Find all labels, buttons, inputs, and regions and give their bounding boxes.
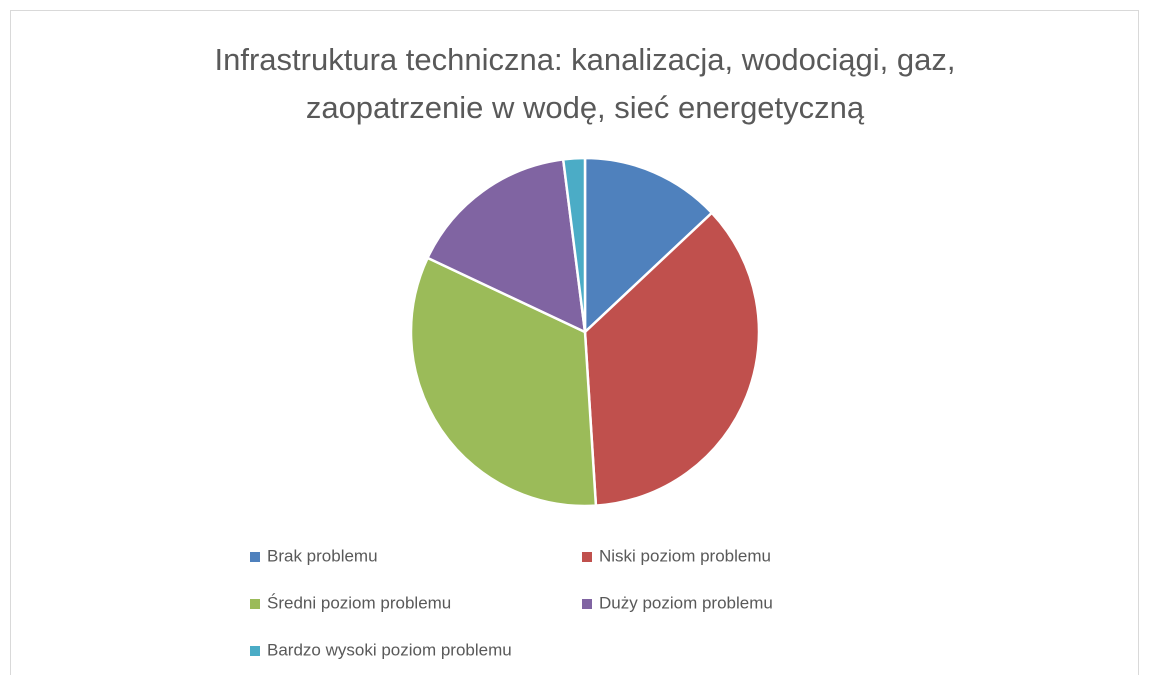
legend-swatch [582,552,592,562]
legend-swatch [582,599,592,609]
legend-swatch [250,599,260,609]
legend-label: Niski poziom problemu [599,546,771,565]
pie-slice [583,211,761,507]
pie-slice [561,156,587,334]
chart-border [10,10,1139,675]
pie-slice [583,156,714,334]
pie-slice [409,256,598,508]
legend-swatch [250,646,260,656]
chart-title: Infrastruktura techniczna: kanalizacja, … [214,42,956,125]
pie-slice [426,158,587,334]
legend-label: Duży poziom problemu [599,593,773,612]
legend-swatch [250,552,260,562]
legend-label: Średni poziom problemu [267,593,451,612]
legend-label: Brak problemu [267,546,378,565]
legend-label: Bardzo wysoki poziom problemu [267,640,512,659]
